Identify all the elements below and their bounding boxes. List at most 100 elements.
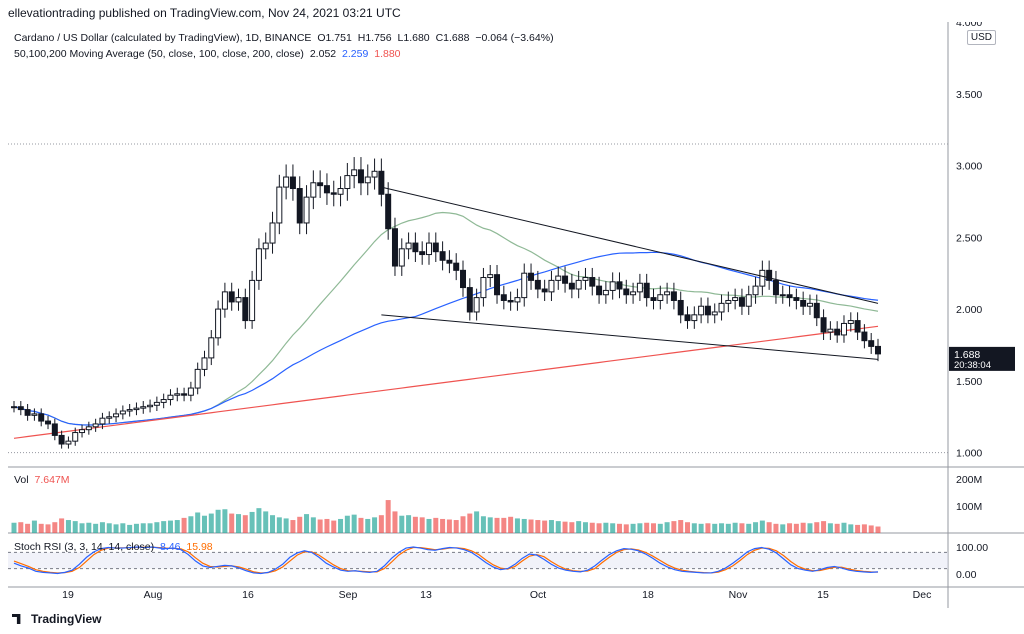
symbol-legend[interactable]: Cardano / US Dollar (calculated by Tradi… <box>14 32 554 44</box>
volume-bar <box>644 522 650 533</box>
candle-body <box>303 196 310 224</box>
candle-body <box>255 248 262 281</box>
volume-bar <box>705 523 711 533</box>
volume-bar <box>610 523 616 533</box>
ma100-value: 2.259 <box>342 48 369 60</box>
candle-body <box>834 328 841 336</box>
volume-bar <box>426 518 432 533</box>
volume-bar <box>848 524 854 533</box>
candle-body <box>650 297 657 301</box>
ohlc-high: H1.756 <box>357 32 392 44</box>
volume-bar <box>188 516 194 533</box>
candle-body <box>541 288 548 293</box>
volume-bar <box>385 500 391 533</box>
candle-body <box>602 289 609 296</box>
candle-body <box>582 277 589 281</box>
volume-bar <box>433 517 439 533</box>
volume-bar <box>276 517 282 533</box>
candle-body <box>453 262 460 271</box>
volume-bar <box>52 522 58 533</box>
candle-body <box>827 328 834 333</box>
volume-bar <box>338 518 344 533</box>
candle-body <box>58 434 65 445</box>
volume-bar <box>548 520 554 533</box>
candle-body <box>11 406 17 409</box>
volume-bar <box>304 514 310 533</box>
volume-bar <box>685 522 691 533</box>
time-tick-label: Sep <box>339 589 358 601</box>
volume-bar <box>18 522 24 533</box>
price-tag-countdown: 20:38:04 <box>954 360 991 371</box>
volume-bar <box>72 521 78 533</box>
volume-bar <box>780 524 786 533</box>
candle-body <box>507 299 514 303</box>
candle-body <box>126 409 133 412</box>
volume-bar <box>821 521 827 533</box>
volume-bar <box>310 517 316 533</box>
candle-body <box>113 413 120 418</box>
volume-bar <box>494 517 500 533</box>
volume-bar <box>630 523 636 533</box>
volume-bar <box>195 512 201 533</box>
candle-body <box>800 299 807 307</box>
currency-badge[interactable]: USD <box>966 30 996 45</box>
volume-bar <box>25 523 31 533</box>
volume-bar <box>793 523 799 533</box>
stoch-rsi-legend[interactable]: Stoch RSI (3, 3, 14, 14, close) 8.46 15.… <box>14 541 213 553</box>
volume-bar <box>528 519 534 533</box>
volume-bar <box>99 522 105 533</box>
volume-bar <box>399 515 405 533</box>
chart-frame[interactable]: 1.000 1.500 2.000 2.500 3.000 3.500 4.000 1.688… <box>8 22 1024 608</box>
candle-body <box>623 288 630 296</box>
candle-body <box>289 176 296 190</box>
volume-legend[interactable]: Vol 7.647M <box>14 474 70 486</box>
candle-body <box>344 175 351 190</box>
volume-bar <box>746 523 752 533</box>
volume-bar <box>739 523 745 533</box>
volume-bar <box>331 520 337 533</box>
candle-body <box>357 169 364 184</box>
candle-body <box>466 287 473 313</box>
volume-bar <box>814 522 820 533</box>
tradingview-footer[interactable]: TradingView <box>12 612 101 626</box>
price-tick-label: 2.000 <box>956 304 982 316</box>
volume-bar <box>229 513 235 533</box>
candle-body <box>732 297 739 301</box>
candle-body <box>167 394 174 401</box>
volume-bar <box>616 523 622 533</box>
candle-body <box>317 182 324 187</box>
price-tick-label: 3.500 <box>956 89 982 101</box>
price-tag <box>949 346 1015 371</box>
candle-body <box>786 294 793 299</box>
volume-bar <box>351 514 357 533</box>
candle-body <box>562 275 569 284</box>
candle-body <box>181 393 188 396</box>
candle-body <box>854 320 861 333</box>
candle-body <box>840 322 847 336</box>
volume-bar <box>623 524 629 533</box>
candle-body <box>779 294 786 297</box>
candle-body <box>296 188 303 224</box>
candle-body <box>575 279 582 290</box>
candle-body <box>487 274 494 279</box>
chart-svg[interactable]: 1.000 1.500 2.000 2.500 3.000 3.500 4.000 1.688… <box>8 22 1024 608</box>
candle-body <box>439 251 446 261</box>
candle-body <box>133 407 140 411</box>
candle-body <box>698 305 705 316</box>
candle-body <box>160 399 167 403</box>
volume-bar <box>270 515 276 533</box>
candle-body <box>174 393 181 396</box>
candle-body <box>221 291 228 310</box>
candle-body <box>17 406 24 411</box>
candle-body <box>630 291 637 296</box>
volume-bar <box>657 523 663 533</box>
time-tick-label: Oct <box>530 589 546 601</box>
ma-legend[interactable]: 50,100,200 Moving Average (50, close, 10… <box>14 48 401 60</box>
candle-body <box>201 357 208 370</box>
candle-body <box>657 294 664 301</box>
volume-bar <box>174 520 180 533</box>
candle-body <box>875 345 881 355</box>
candle-body <box>514 297 521 303</box>
volume-bar <box>861 524 867 533</box>
candle-body <box>228 291 235 303</box>
